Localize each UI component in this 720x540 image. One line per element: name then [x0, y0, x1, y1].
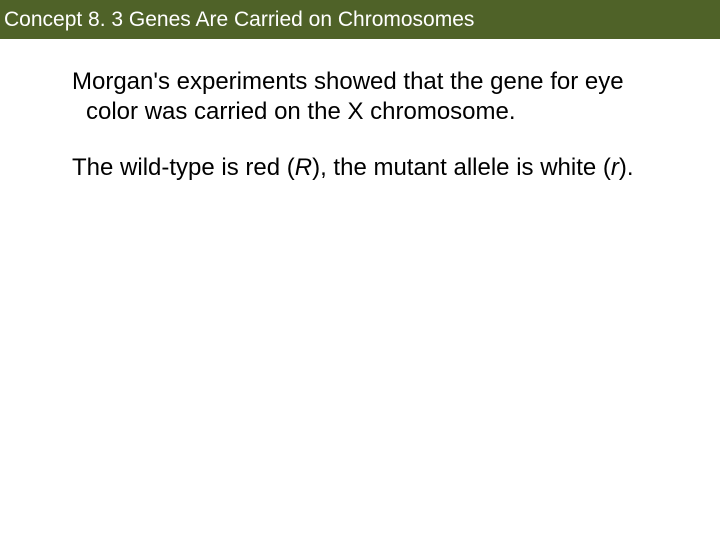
text-run: ), the mutant allele is white ( [312, 154, 611, 181]
italic-run: r [611, 154, 619, 181]
slide-body: Morgan's experiments showed that the gen… [0, 39, 720, 183]
paragraph-1: Morgan's experiments showed that the gen… [72, 67, 664, 127]
paragraph-2: The wild-type is red (R), the mutant all… [72, 153, 664, 183]
concept-title-bar: Concept 8. 3 Genes Are Carried on Chromo… [0, 0, 720, 39]
slide-container: Concept 8. 3 Genes Are Carried on Chromo… [0, 0, 720, 540]
text-run: The wild-type is red ( [72, 154, 295, 181]
concept-title-text: Concept 8. 3 Genes Are Carried on Chromo… [4, 8, 474, 31]
text-run: Morgan's experiments showed that the gen… [72, 68, 624, 125]
text-run: ). [619, 154, 634, 181]
italic-run: R [295, 154, 312, 181]
